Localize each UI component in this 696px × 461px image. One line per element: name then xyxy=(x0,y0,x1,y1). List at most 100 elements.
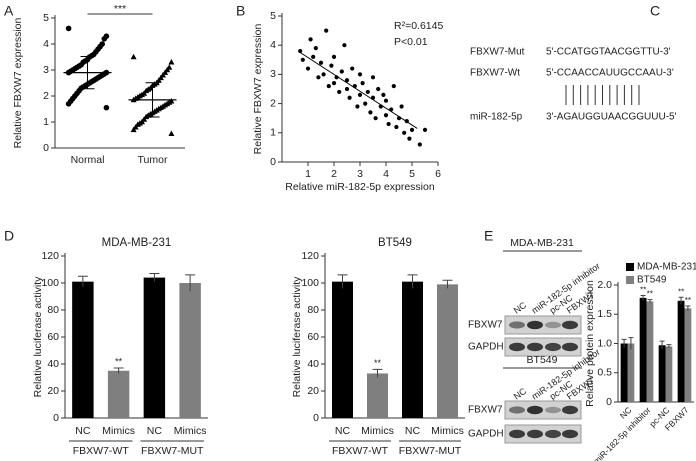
bar xyxy=(143,277,166,418)
y-tick-label: 0 xyxy=(606,396,612,408)
y-tick-label: 1 xyxy=(43,116,49,128)
lane-label: NC xyxy=(512,386,529,402)
blot-band xyxy=(545,321,561,329)
y-tick-label: 0 xyxy=(270,156,276,168)
panel-label: D xyxy=(4,228,14,244)
bar xyxy=(677,300,685,402)
y-tick-label: 20 xyxy=(47,385,59,397)
blot-title: BT549 xyxy=(527,354,558,366)
significance: ** xyxy=(647,290,653,299)
y-tick-label: 60 xyxy=(307,331,319,343)
error-bar xyxy=(372,368,383,378)
data-point xyxy=(331,81,337,86)
x-tick-label: 5 xyxy=(409,168,415,180)
data-point xyxy=(363,101,368,106)
data-point xyxy=(409,127,415,132)
data-point xyxy=(376,86,381,92)
blot-band xyxy=(527,429,543,439)
data-point xyxy=(422,127,428,132)
error-bar xyxy=(337,274,348,289)
data-point xyxy=(402,130,407,135)
x-tick-label: 6 xyxy=(435,168,441,180)
bar xyxy=(367,373,388,418)
bar xyxy=(72,281,94,418)
data-point xyxy=(357,72,363,77)
x-tick-label: Mimics xyxy=(431,425,464,437)
data-point xyxy=(391,83,396,89)
y-tick-label: 5 xyxy=(43,12,49,24)
y-tick-label: 2.0 xyxy=(597,279,612,291)
data-point xyxy=(308,37,313,42)
data-point xyxy=(103,104,110,111)
annotation: P<0.01 xyxy=(394,36,428,48)
error-bar xyxy=(666,344,672,349)
error-bar xyxy=(640,295,646,301)
blot-band xyxy=(509,321,525,329)
error-bar xyxy=(647,299,653,304)
error-bar xyxy=(442,279,453,289)
y-axis-label: Relative FBXW7 expression xyxy=(252,23,264,154)
chart-title: MDA-MB-231 xyxy=(102,237,172,249)
data-point xyxy=(417,142,422,147)
x-tick-label: 1 xyxy=(305,168,311,180)
bar xyxy=(179,283,201,418)
data-point xyxy=(130,53,137,60)
bar xyxy=(665,346,673,402)
y-tick-label: 100 xyxy=(301,277,319,289)
y-tick-label: 2 xyxy=(270,97,276,109)
data-point xyxy=(168,59,175,65)
y-tick-label: 80 xyxy=(307,304,319,316)
sequence: 3'-AGAUGGUAACGGUUU-5' xyxy=(546,112,677,123)
blot-row-label: GAPDH xyxy=(468,342,504,353)
blot-row-label: FBXW7 xyxy=(468,320,503,331)
x-tick-label: Mimics xyxy=(174,425,207,437)
data-point xyxy=(342,43,347,48)
error-bar xyxy=(77,275,88,288)
blot-band xyxy=(527,342,543,352)
legend-label: BT549 xyxy=(637,275,667,286)
legend-swatch xyxy=(626,276,634,284)
error-bar xyxy=(678,296,684,305)
blot-band xyxy=(545,342,561,352)
bar xyxy=(437,284,458,418)
y-tick-label: 20 xyxy=(307,385,319,397)
sequence-name: FBXW7-Mut xyxy=(470,47,525,58)
data-point xyxy=(101,36,108,42)
significance: ** xyxy=(640,286,646,295)
sequence-name: FBXW7-Wt xyxy=(470,68,520,79)
group-label: FBXW7-WT xyxy=(332,445,389,457)
x-axis-label: Relative miR-182-5p expression xyxy=(285,181,435,193)
legend-label: MDA-MB-231 xyxy=(637,262,696,273)
bar xyxy=(402,281,423,418)
significance: ** xyxy=(374,358,382,368)
y-tick-label: 1.0 xyxy=(597,337,612,349)
error-bar xyxy=(621,338,627,348)
x-tick-label: 2 xyxy=(331,168,337,180)
lane-label: NC xyxy=(512,300,529,316)
data-point xyxy=(311,54,316,59)
data-point xyxy=(365,89,370,95)
bar xyxy=(620,343,628,402)
significance: ** xyxy=(115,356,123,366)
sd-bar xyxy=(80,55,95,90)
data-point xyxy=(130,126,137,133)
data-point xyxy=(355,104,360,109)
bar xyxy=(646,301,654,402)
x-tick-label: Mimics xyxy=(102,425,135,437)
y-tick-label: 3 xyxy=(270,68,276,80)
y-tick-label: 120 xyxy=(301,250,319,262)
data-point xyxy=(381,92,386,97)
significance: *** xyxy=(114,3,126,15)
data-point xyxy=(168,130,175,136)
blot-row-label: FBXW7 xyxy=(468,405,503,416)
y-tick-label: 40 xyxy=(307,358,319,370)
group-label: FBXW7-WT xyxy=(73,445,130,457)
y-tick-label: 4 xyxy=(270,39,276,51)
error-bar xyxy=(185,274,196,292)
data-point xyxy=(331,54,337,59)
y-axis-label: Relative protein expression xyxy=(584,280,596,407)
sd-bar xyxy=(145,82,160,118)
y-tick-label: 4 xyxy=(43,38,49,50)
x-tick-label: NC xyxy=(75,425,91,437)
